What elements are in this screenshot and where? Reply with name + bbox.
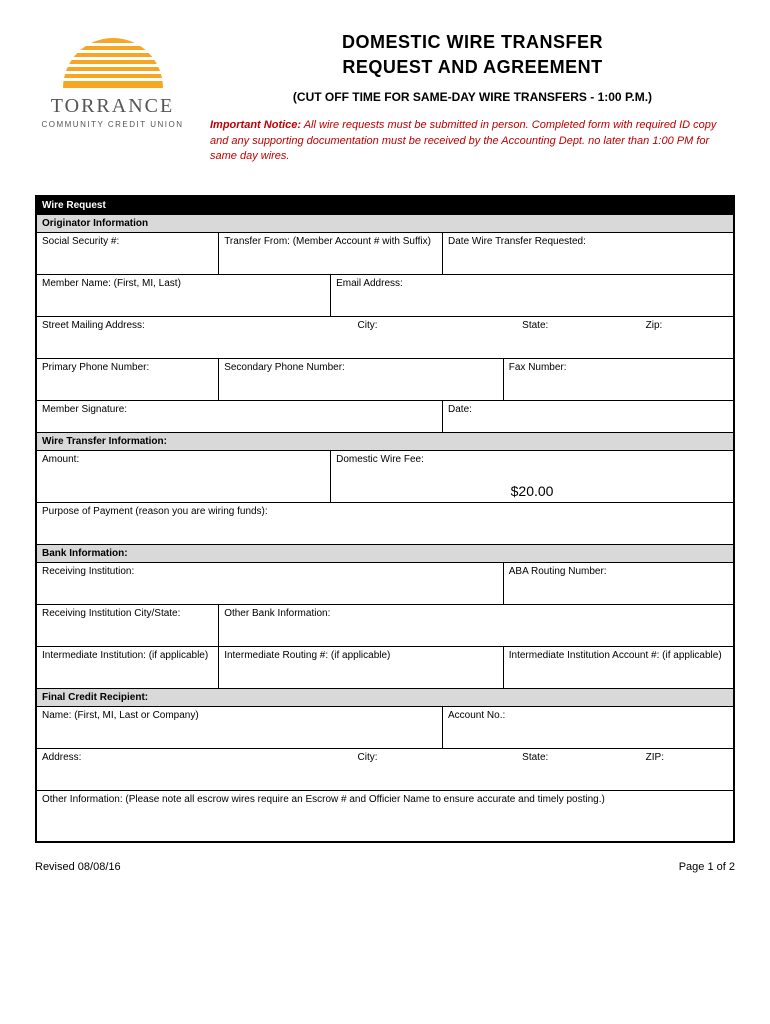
field-other-bank[interactable]: Other Bank Information: <box>219 604 734 646</box>
cutoff-subtitle: (CUT OFF TIME FOR SAME-DAY WIRE TRANSFER… <box>210 90 735 104</box>
field-recip-name[interactable]: Name: (First, MI, Last or Company) <box>36 706 443 748</box>
notice-label: Important Notice: <box>210 119 301 131</box>
revised-date: Revised 08/08/16 <box>35 861 121 873</box>
field-ssn[interactable]: Social Security #: <box>36 232 219 274</box>
section-wire-request: Wire Request <box>36 196 734 215</box>
field-secondary-phone[interactable]: Secondary Phone Number: <box>219 358 504 400</box>
form-table: Wire Request Originator Information Soci… <box>35 195 735 844</box>
logo: TORRANCE COMMUNITY CREDIT UNION <box>35 30 190 165</box>
subheader-originator: Originator Information <box>36 214 734 232</box>
field-signature[interactable]: Member Signature: <box>36 400 443 432</box>
field-recv-inst[interactable]: Receiving Institution: <box>36 562 503 604</box>
field-transfer-from[interactable]: Transfer From: (Member Account # with Su… <box>219 232 443 274</box>
field-date-requested[interactable]: Date Wire Transfer Requested: <box>443 232 734 274</box>
logo-name: TORRANCE <box>35 95 190 118</box>
field-acct-no[interactable]: Account No.: <box>443 706 734 748</box>
field-aba[interactable]: ABA Routing Number: <box>503 562 734 604</box>
title-column: DOMESTIC WIRE TRANSFER REQUEST AND AGREE… <box>210 30 735 165</box>
title-line2: REQUEST AND AGREEMENT <box>342 57 602 77</box>
subheader-wire-transfer: Wire Transfer Information: <box>36 432 734 450</box>
subheader-final-credit: Final Credit Recipient: <box>36 688 734 706</box>
important-notice: Important Notice: All wire requests must… <box>210 118 735 164</box>
page-title: DOMESTIC WIRE TRANSFER REQUEST AND AGREE… <box>210 30 735 80</box>
logo-subtitle: COMMUNITY CREDIT UNION <box>35 120 190 129</box>
header-row: TORRANCE COMMUNITY CREDIT UNION DOMESTIC… <box>35 30 735 165</box>
page-number: Page 1 of 2 <box>679 861 735 873</box>
field-amount[interactable]: Amount: <box>36 450 331 502</box>
field-primary-phone[interactable]: Primary Phone Number: <box>36 358 219 400</box>
field-inter-routing[interactable]: Intermediate Routing #: (if applicable) <box>219 646 504 688</box>
subheader-bank-info: Bank Information: <box>36 544 734 562</box>
logo-sun-icon <box>58 30 168 90</box>
field-email[interactable]: Email Address: <box>331 274 734 316</box>
field-inter-inst[interactable]: Intermediate Institution: (if applicable… <box>36 646 219 688</box>
field-fax[interactable]: Fax Number: <box>503 358 734 400</box>
title-line1: DOMESTIC WIRE TRANSFER <box>342 32 603 52</box>
field-recip-address-row[interactable]: Address: City: State: ZIP: <box>36 748 734 790</box>
field-inter-acct[interactable]: Intermediate Institution Account #: (if … <box>503 646 734 688</box>
field-domestic-fee: Domestic Wire Fee: $20.00 <box>331 450 734 502</box>
field-member-name[interactable]: Member Name: (First, MI, Last) <box>36 274 331 316</box>
field-date[interactable]: Date: <box>443 400 734 432</box>
footer: Revised 08/08/16 Page 1 of 2 <box>35 861 735 873</box>
field-address-row[interactable]: Street Mailing Address: City: State: Zip… <box>36 316 734 358</box>
field-purpose[interactable]: Purpose of Payment (reason you are wirin… <box>36 502 734 544</box>
field-other-info[interactable]: Other Information: (Please note all escr… <box>36 790 734 842</box>
field-recv-city[interactable]: Receiving Institution City/State: <box>36 604 219 646</box>
fee-value: $20.00 <box>336 465 728 499</box>
